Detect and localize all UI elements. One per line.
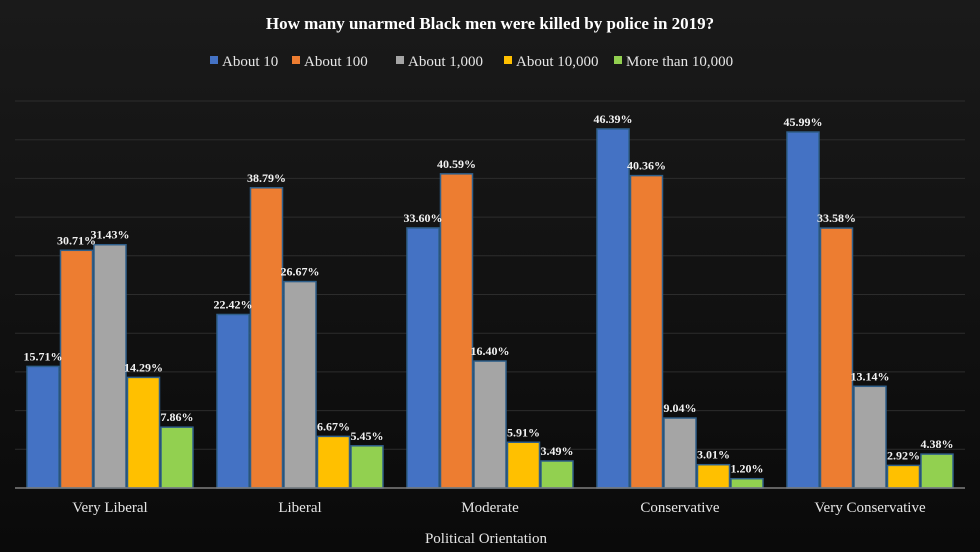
bar-about-10 — [406, 227, 440, 489]
x-tick-label: Liberal — [278, 500, 321, 516]
data-label: 6.67% — [317, 419, 350, 433]
legend: About 10 About 100 About 1,000 About 10,000… — [210, 54, 733, 70]
bar-about-100 — [439, 173, 474, 489]
bar-about-10-000 — [886, 464, 921, 489]
x-tick-label: Very Conservative — [814, 500, 926, 516]
bar-about-10 — [216, 313, 250, 489]
legend-label: About 100 — [304, 54, 368, 70]
data-label: 31.43% — [91, 228, 130, 242]
data-label: 22.42% — [214, 297, 253, 311]
bar-about-100 — [819, 227, 854, 489]
bar-more-than-10-000 — [540, 460, 574, 489]
data-label: 15.71% — [24, 349, 63, 363]
bar-about-10 — [786, 131, 820, 489]
x-tick-labels: Very Liberal Liberal Moderate Conservative V… — [72, 500, 926, 516]
bar-more-than-10-000 — [730, 477, 764, 489]
bars — [26, 128, 954, 489]
data-label: 26.67% — [281, 265, 320, 279]
legend-label: More than 10,000 — [626, 54, 733, 70]
bar-about-100 — [629, 174, 664, 489]
bar-about-10-000 — [696, 463, 731, 489]
bar-about-10 — [26, 365, 60, 489]
x-tick-label: Moderate — [461, 500, 519, 516]
data-label: 33.60% — [404, 211, 443, 225]
data-label: 46.39% — [594, 112, 633, 126]
bar-about-10-000 — [126, 376, 161, 489]
legend-swatch — [614, 56, 622, 64]
data-label: 1.20% — [731, 462, 764, 476]
bar-about-10-000 — [506, 441, 541, 489]
legend-swatch — [504, 56, 512, 64]
bar-about-100 — [59, 249, 94, 489]
data-label: 4.38% — [921, 437, 954, 451]
bar-more-than-10-000 — [160, 426, 194, 489]
bar-more-than-10-000 — [350, 445, 384, 489]
data-label: 38.79% — [247, 171, 286, 185]
legend-label: About 10 — [222, 54, 278, 70]
data-label: 16.40% — [471, 344, 510, 358]
bar-more-than-10-000 — [920, 453, 954, 489]
legend-swatch — [292, 56, 300, 64]
bar-about-100 — [249, 187, 284, 489]
data-label: 9.04% — [664, 401, 697, 415]
x-tick-label: Conservative — [640, 500, 719, 516]
legend-swatch — [210, 56, 218, 64]
legend-swatch — [396, 56, 404, 64]
bar-about-1-000 — [93, 243, 127, 489]
x-tick-label: Very Liberal — [72, 500, 147, 516]
data-label: 33.58% — [817, 211, 856, 225]
bar-about-10 — [596, 128, 630, 489]
data-label: 2.92% — [887, 448, 920, 462]
data-label: 45.99% — [784, 115, 823, 129]
chart-title: How many unarmed Black men were killed b… — [266, 14, 714, 33]
data-label: 5.45% — [351, 429, 384, 443]
data-label: 40.59% — [437, 157, 476, 171]
data-label: 3.01% — [697, 448, 730, 462]
data-labels: 15.71% 30.71%31.43% 14.29% 7.86% 22.42% 38.79… — [24, 112, 954, 476]
data-label: 3.49% — [541, 444, 574, 458]
data-label: 13.14% — [851, 369, 890, 383]
x-axis-label: Political Orientation — [425, 531, 548, 547]
data-label: 14.29% — [124, 360, 163, 374]
bar-about-1-000 — [473, 360, 507, 489]
data-label: 30.71% — [57, 233, 96, 247]
legend-label: About 1,000 — [408, 54, 483, 70]
data-label: 5.91% — [507, 425, 540, 439]
legend-label: About 10,000 — [516, 54, 599, 70]
bar-about-1-000 — [283, 280, 317, 489]
bar-about-10-000 — [316, 435, 351, 489]
bar-about-1-000 — [663, 417, 697, 489]
data-label: 7.86% — [161, 410, 194, 424]
bar-about-1-000 — [853, 385, 887, 489]
data-label: 40.36% — [627, 159, 666, 173]
